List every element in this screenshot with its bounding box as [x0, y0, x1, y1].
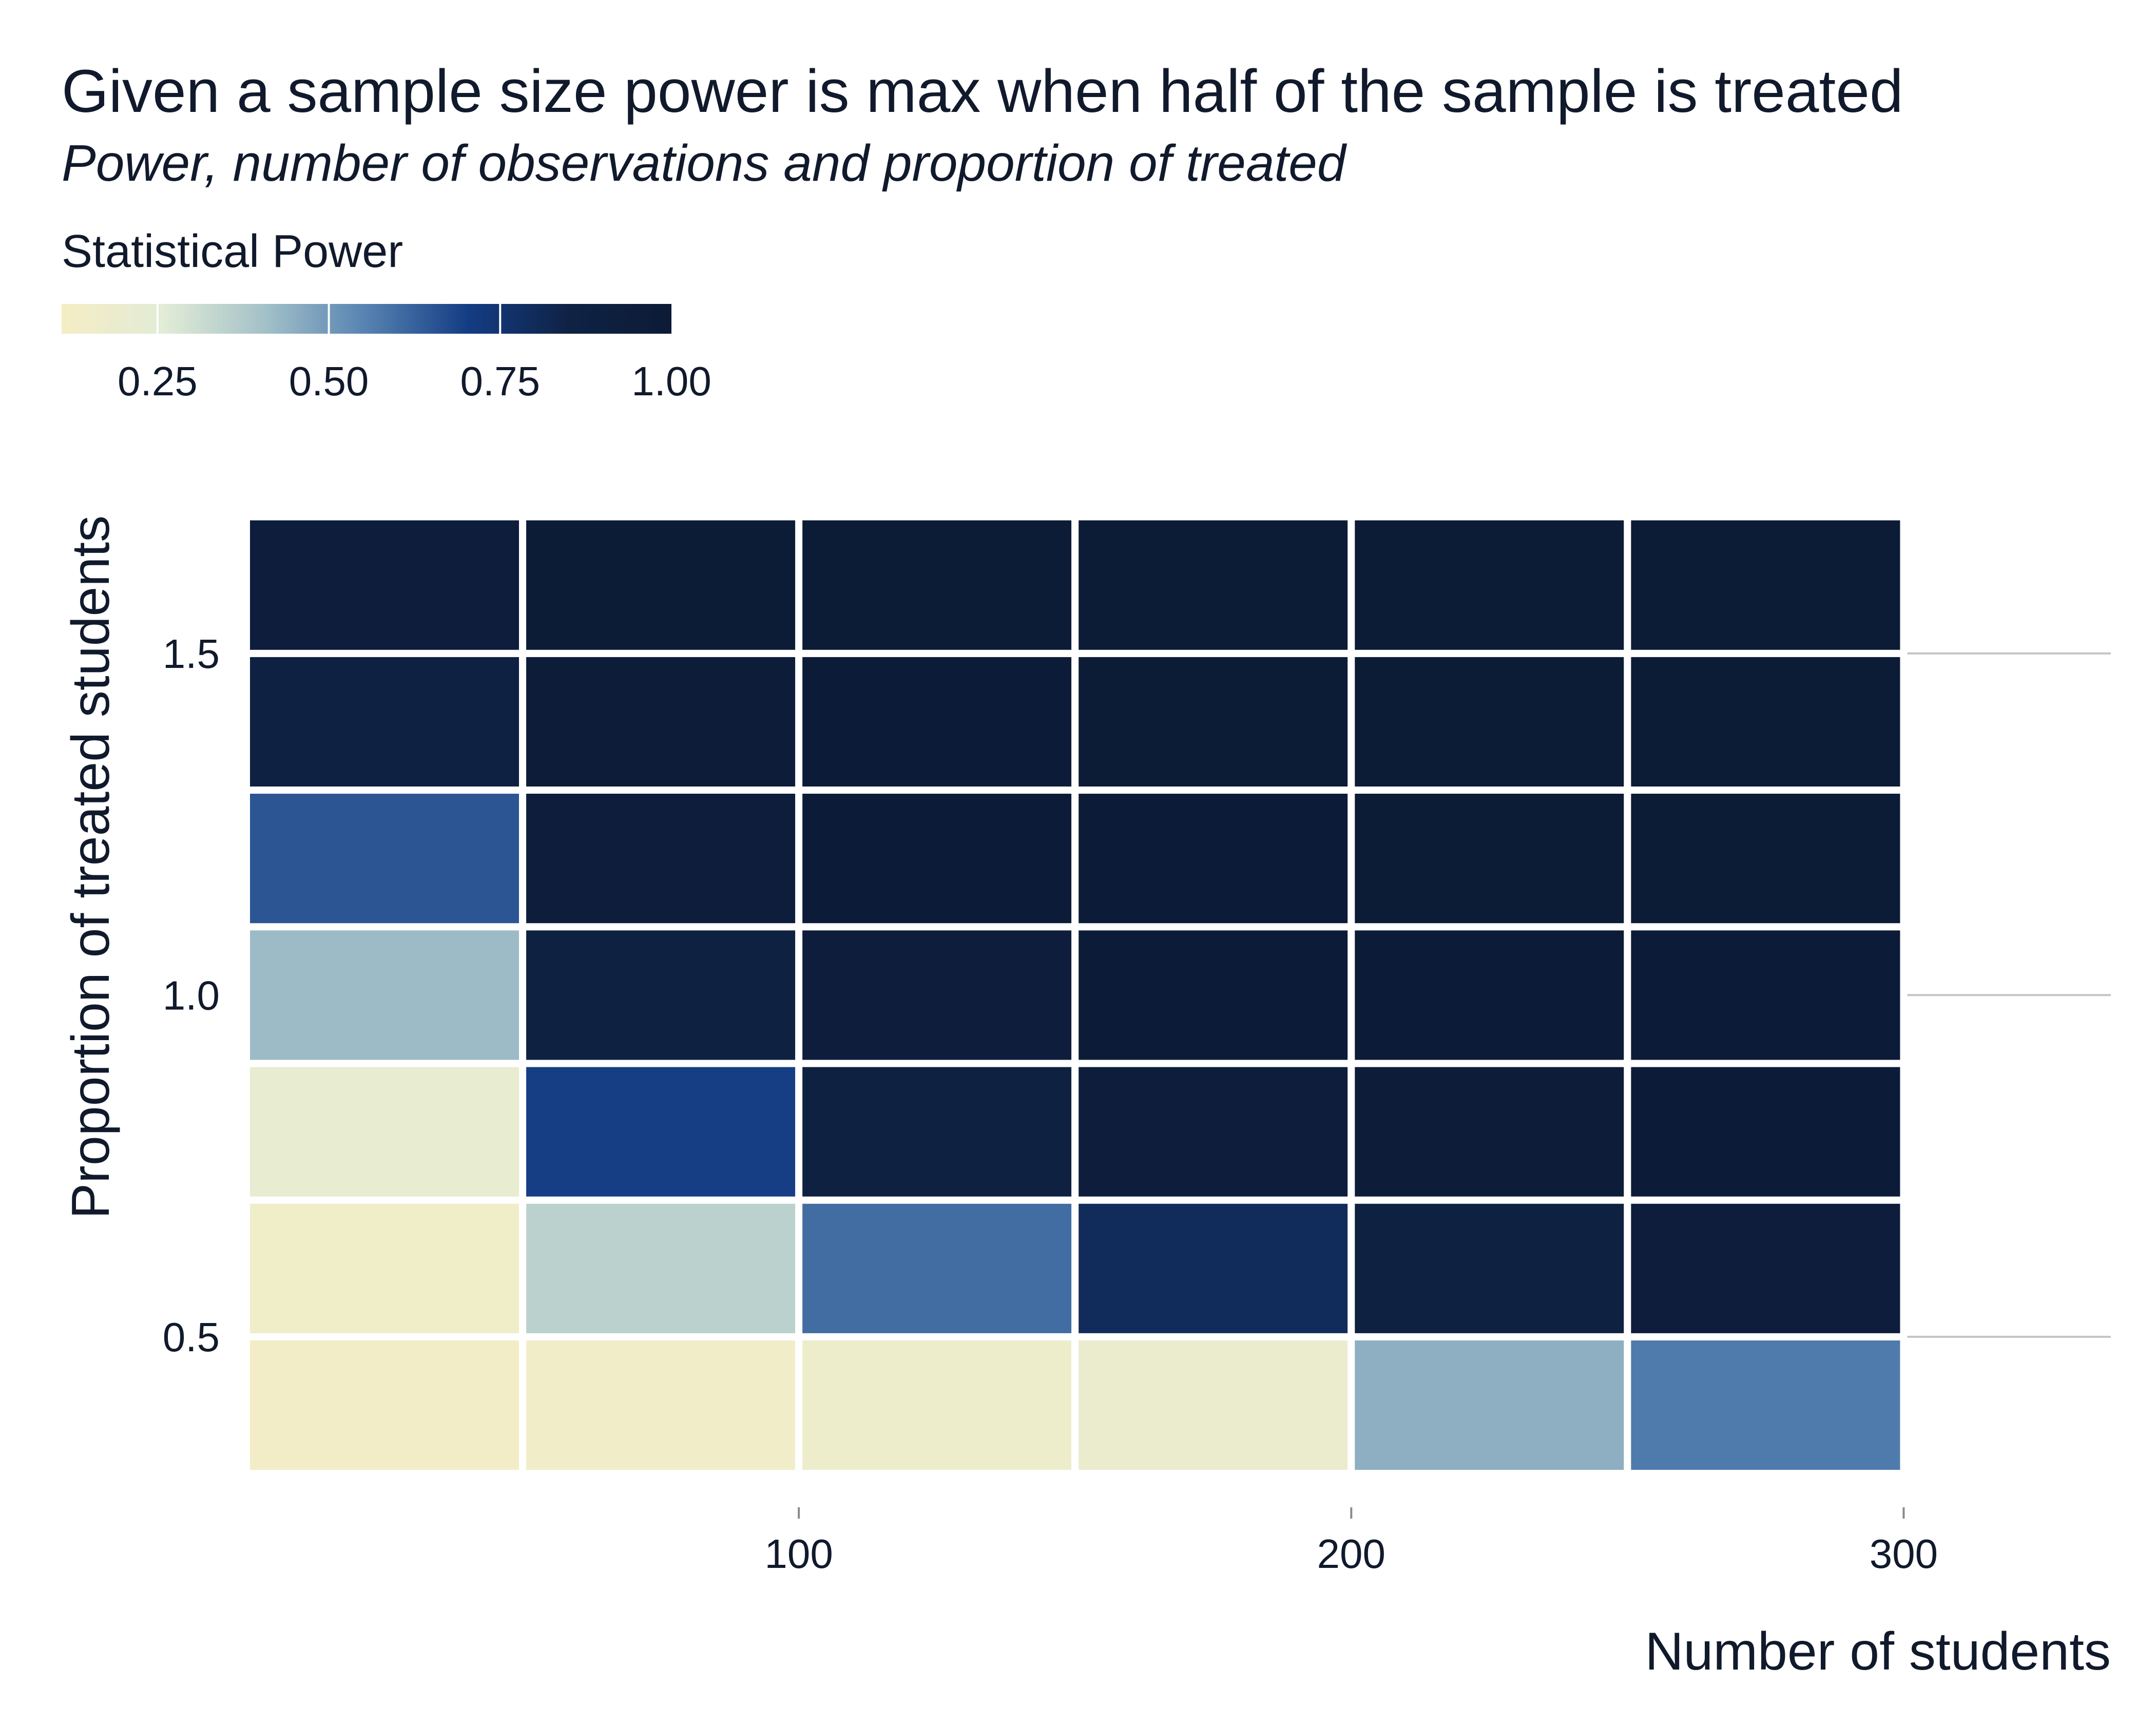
- legend-tick-label: 0.25: [118, 358, 198, 404]
- heatmap-cell: [795, 1196, 1079, 1340]
- heatmap-cell: [795, 649, 1079, 794]
- heatmap-cell: [795, 513, 1079, 657]
- x-tick-label: 300: [1870, 1531, 1938, 1577]
- legend-tick-label: 0.50: [289, 358, 369, 404]
- heatmap-cell: [243, 649, 527, 794]
- heatmap-cell: [1071, 1060, 1355, 1204]
- x-axis-title: Number of students: [1645, 1622, 2111, 1681]
- heatmap-cell: [1348, 1196, 1631, 1340]
- chart-subtitle: Power, number of observations and propor…: [62, 135, 1348, 192]
- x-tick-label: 100: [764, 1531, 833, 1577]
- heatmap-cell: [1624, 786, 1908, 931]
- heatmap-cell: [519, 1196, 803, 1340]
- legend-title: Statistical Power: [62, 226, 403, 277]
- chart-title: Given a sample size power is max when ha…: [62, 57, 1903, 125]
- legend-ticks: 0.25 0.50 0.75 1.00: [118, 304, 711, 404]
- heatmap-tiles: [243, 513, 1908, 1478]
- heatmap-cell: [243, 1333, 527, 1478]
- heatmap-cell: [519, 1333, 803, 1478]
- x-tick-label: 200: [1317, 1531, 1385, 1577]
- heatmap-cell: [1624, 513, 1908, 657]
- heatmap-cell: [1624, 649, 1908, 794]
- heatmap-cell: [1348, 513, 1631, 657]
- heatmap-cell: [1071, 513, 1355, 657]
- y-axis-ticks: 0.5 1.0 1.5: [163, 631, 220, 1360]
- legend-colorbar: [62, 304, 671, 334]
- heatmap-cell: [519, 513, 803, 657]
- heatmap-cell: [1071, 1196, 1355, 1340]
- heatmap-cell: [519, 786, 803, 931]
- heatmap-cell: [1071, 649, 1355, 794]
- heatmap-cell: [1624, 1333, 1908, 1478]
- heatmap-cell: [243, 1196, 527, 1340]
- x-axis-ticks: 100 200 300: [764, 1507, 1938, 1577]
- heatmap-cell: [795, 1060, 1079, 1204]
- heatmap-cell: [243, 1060, 527, 1204]
- y-axis-title: Proportion of treated students: [61, 515, 121, 1219]
- heatmap-cell: [1348, 923, 1631, 1067]
- heatmap-cell: [795, 786, 1079, 931]
- heatmap-cell: [519, 649, 803, 794]
- heatmap-cell: [1348, 1333, 1631, 1478]
- legend: Statistical Power 0.25 0.50 0.75 1.00: [62, 226, 711, 404]
- heatmap-cell: [1624, 923, 1908, 1067]
- heatmap-cell: [1348, 1060, 1631, 1204]
- heatmap-cell: [1071, 786, 1355, 931]
- heatmap-cell: [243, 786, 527, 931]
- heatmap-cell: [795, 1333, 1079, 1478]
- legend-tick-label: 0.75: [460, 358, 540, 404]
- heatmap-cell: [243, 513, 527, 657]
- heatmap-cell: [795, 923, 1079, 1067]
- heatmap-cell: [519, 923, 803, 1067]
- y-tick-label: 1.0: [163, 972, 220, 1018]
- heatmap-cell: [519, 1060, 803, 1204]
- heatmap-cell: [1624, 1196, 1908, 1340]
- heatmap-cell: [243, 923, 527, 1067]
- heatmap-cell: [1624, 1060, 1908, 1204]
- heatmap-cell: [1348, 786, 1631, 931]
- y-tick-label: 0.5: [163, 1314, 220, 1360]
- y-tick-label: 1.5: [163, 631, 220, 677]
- heatmap-cell: [1348, 649, 1631, 794]
- heatmap-cell: [1071, 923, 1355, 1067]
- legend-tick-label: 1.00: [631, 358, 711, 404]
- heatmap-cell: [1071, 1333, 1355, 1478]
